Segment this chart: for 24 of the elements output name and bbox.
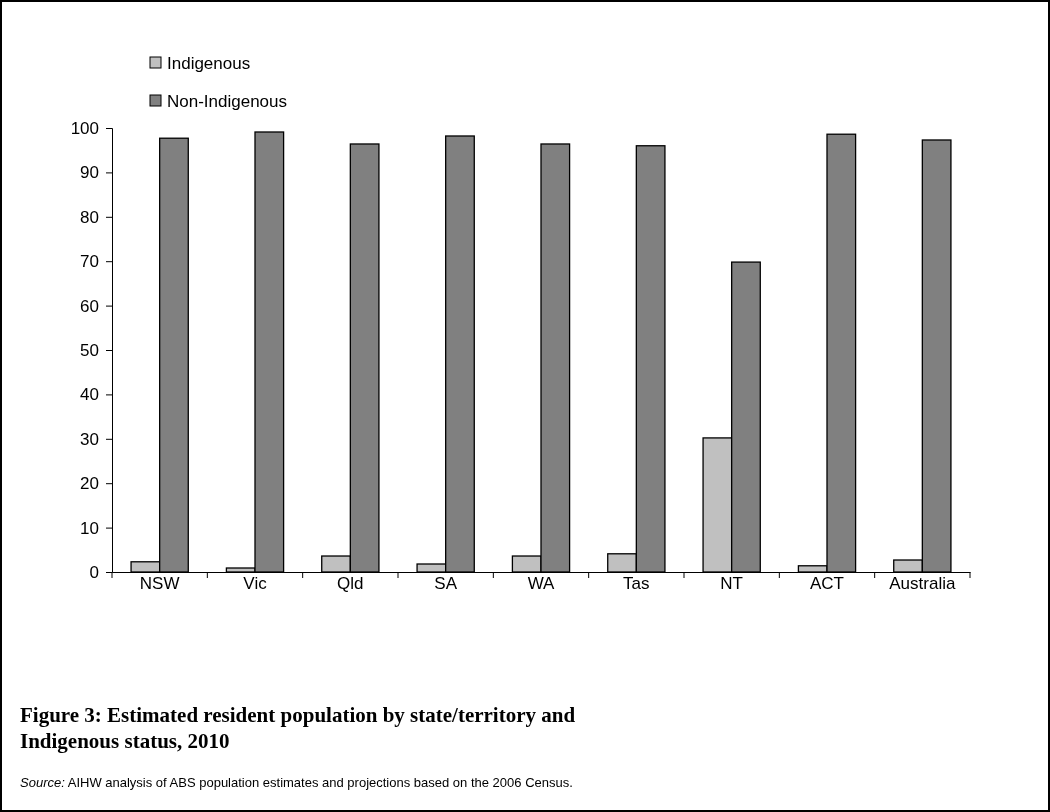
x-tick-label: NT xyxy=(720,574,743,593)
y-tick-label: 70 xyxy=(80,252,99,272)
y-tick-label: 40 xyxy=(80,385,99,405)
y-tick-label: 10 xyxy=(80,518,99,538)
y-tick-label: 20 xyxy=(80,474,99,494)
x-tick-label: NSW xyxy=(139,574,180,593)
x-tick-label: Qld xyxy=(337,574,364,593)
x-tick-label: ACT xyxy=(810,574,844,593)
y-tick-label: 60 xyxy=(80,296,99,316)
text: Figure 3: Estimated resident population by state/territory and Indigenous status, 2010 xyxy=(20,703,576,753)
x-tick-label: WA xyxy=(527,574,556,593)
y-tick-label: 30 xyxy=(80,429,99,449)
x-tick-label: Tas xyxy=(623,574,650,593)
x-tick-label: Vic xyxy=(243,574,268,593)
source-note: Source: AIHW analysis of ABS population estimates and projections based on the 2006 Census. xyxy=(20,775,573,790)
y-tick-label: 80 xyxy=(80,207,99,227)
legend-label: Indigenous xyxy=(167,53,251,73)
y-tick-label: 0 xyxy=(89,562,99,582)
x-tick-label: Australia xyxy=(889,574,956,593)
y-tick-label: 90 xyxy=(80,163,99,183)
y-tick-label: 50 xyxy=(80,340,99,360)
y-tick-label: 100 xyxy=(70,118,99,138)
legend-label: Non-Indigenous xyxy=(167,91,288,111)
x-tick-label: SA xyxy=(434,574,458,593)
